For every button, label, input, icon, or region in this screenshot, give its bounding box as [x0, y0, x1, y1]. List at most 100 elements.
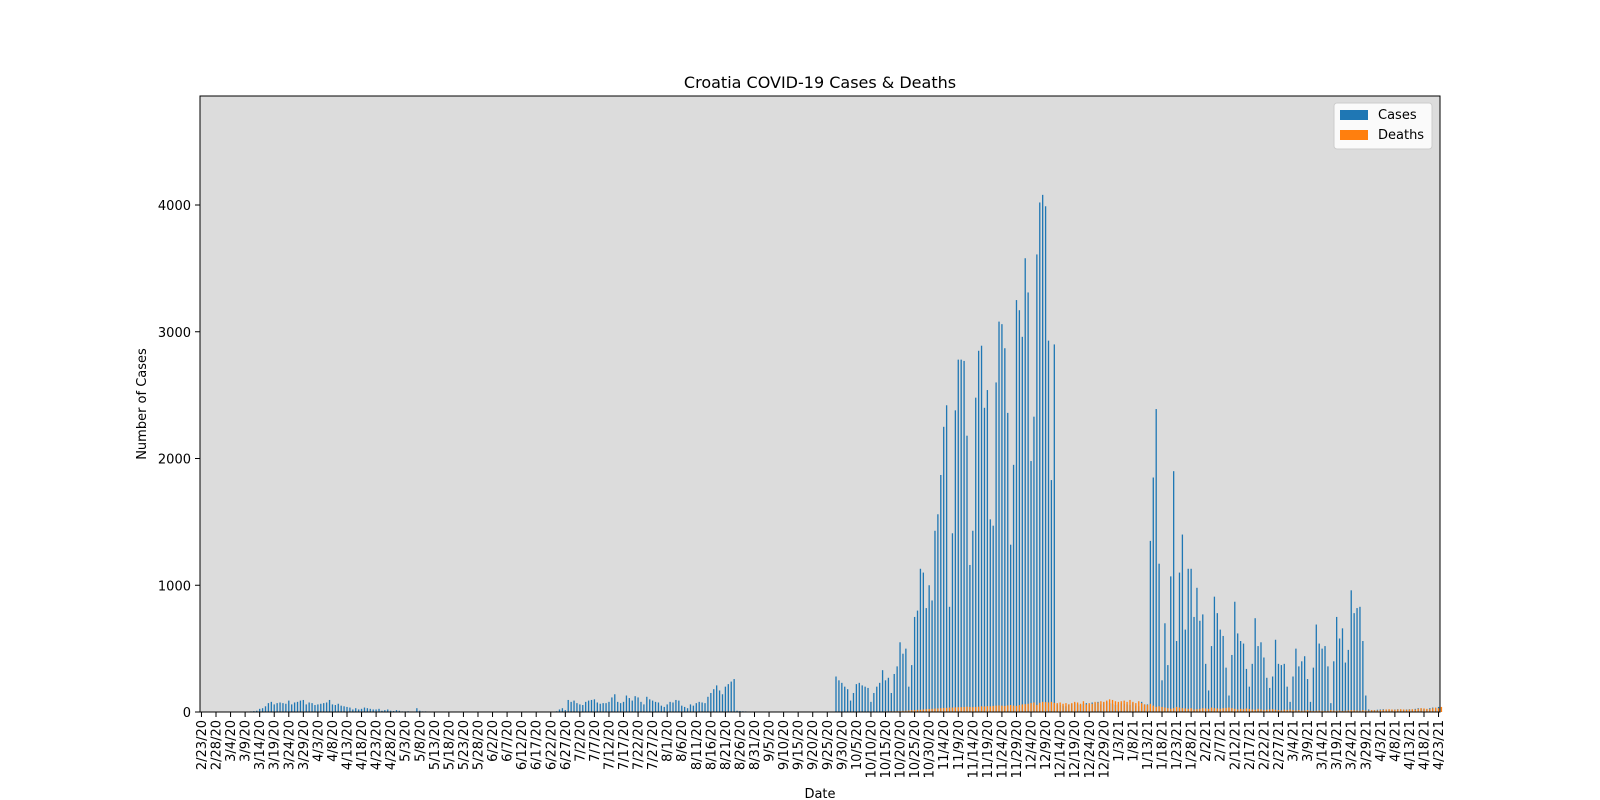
deaths-bar-253 — [937, 708, 939, 712]
cases-bar-44 — [328, 699, 331, 712]
cases-bar-150 — [637, 697, 639, 712]
deaths-bar-421 — [1426, 708, 1428, 712]
deaths-bar-376 — [1295, 710, 1297, 712]
cases-bar-224 — [852, 692, 855, 712]
cases-bar-332 — [1167, 665, 1169, 712]
cases-bar-48 — [340, 705, 342, 712]
cases-bar-68 — [398, 710, 401, 712]
deaths-bar-271 — [989, 706, 991, 712]
x-tick-label: 4/8/20 — [326, 720, 341, 762]
deaths-bar-337 — [1181, 708, 1184, 712]
legend-label-deaths: Deaths — [1378, 128, 1424, 143]
x-tick-label: 3/24/20 — [282, 720, 297, 770]
legend: Cases Deaths — [1333, 102, 1433, 150]
x-tick-label: 6/27/20 — [559, 720, 574, 770]
cases-bar-262 — [963, 360, 965, 712]
deaths-bar-309 — [1100, 701, 1102, 712]
cases-bar-240 — [899, 642, 901, 712]
cases-bar-149 — [634, 696, 636, 712]
cases-bar-164 — [678, 700, 680, 712]
x-tick-label: 8/21/20 — [719, 720, 734, 770]
x-tick-label: 11/9/20 — [952, 720, 967, 770]
deaths-bar-248 — [922, 709, 924, 712]
cases-bar-283 — [1024, 258, 1026, 712]
deaths-bar-314 — [1114, 701, 1117, 712]
x-tick-label: 12/24/20 — [1083, 720, 1098, 778]
cases-bar-341 — [1193, 616, 1195, 712]
cases-bar-32 — [293, 702, 296, 712]
cases-bar-160 — [666, 704, 668, 712]
x-tick-label: 3/9/21 — [1301, 720, 1316, 762]
cases-bar-146 — [625, 695, 628, 712]
cases-bar-163 — [675, 699, 677, 712]
cases-bar-75 — [419, 710, 421, 712]
cases-bar-165 — [681, 705, 683, 712]
cases-bar-251 — [931, 600, 933, 712]
cases-bar-52 — [352, 709, 354, 712]
deaths-bar-276 — [1004, 705, 1006, 712]
cases-bar-169 — [692, 705, 695, 712]
cases-bar-348 — [1213, 596, 1216, 712]
x-tick-label: 5/8/20 — [413, 720, 428, 762]
deaths-bar-280 — [1015, 705, 1018, 712]
deaths-bar-401 — [1368, 710, 1370, 712]
cases-bar-50 — [346, 706, 348, 712]
cases-bar-28 — [282, 703, 284, 712]
deaths-bar-263 — [966, 706, 968, 712]
legend-swatch-cases — [1340, 110, 1368, 120]
cases-bar-349 — [1216, 613, 1218, 712]
deaths-bar-254 — [940, 708, 942, 712]
cases-bar-144 — [619, 703, 622, 712]
cases-bar-386 — [1324, 646, 1326, 712]
deaths-bar-274 — [998, 705, 1000, 712]
cases-bar-56 — [363, 707, 366, 712]
cases-bar-43 — [325, 702, 328, 712]
deaths-bar-297 — [1065, 703, 1067, 712]
deaths-bar-289 — [1042, 701, 1044, 712]
cases-bar-178 — [718, 690, 721, 712]
deaths-bar-381 — [1309, 710, 1312, 712]
deaths-bar-407 — [1385, 709, 1387, 712]
deaths-bar-413 — [1402, 709, 1405, 712]
cases-bar-49 — [343, 706, 345, 712]
cases-bar-287 — [1036, 254, 1038, 712]
cases-bar-218 — [835, 676, 837, 712]
x-tick-label: 1/8/21 — [1126, 720, 1141, 762]
cases-bar-39 — [314, 705, 316, 712]
deaths-bar-366 — [1266, 709, 1268, 712]
deaths-bar-385 — [1321, 710, 1323, 712]
deaths-bar-375 — [1292, 710, 1294, 712]
cases-bar-185 — [739, 710, 741, 712]
x-tick-label: 9/25/20 — [821, 720, 836, 770]
deaths-bar-423 — [1432, 708, 1434, 712]
x-tick-label: 11/29/20 — [1010, 720, 1025, 778]
deaths-bar-308 — [1097, 702, 1099, 712]
deaths-bar-303 — [1082, 701, 1085, 712]
deaths-bar-304 — [1085, 704, 1087, 712]
deaths-bar-269 — [983, 706, 986, 712]
cases-bar-61 — [378, 708, 380, 712]
cases-bar-51 — [349, 707, 351, 712]
cases-bar-367 — [1269, 687, 1271, 712]
cases-bar-371 — [1280, 665, 1283, 712]
cases-bar-129 — [576, 703, 578, 712]
deaths-bar-370 — [1277, 710, 1280, 712]
cases-bar-53 — [355, 708, 357, 712]
cases-bar-179 — [721, 694, 724, 712]
cases-bar-230 — [870, 701, 872, 712]
cases-bar-259 — [954, 410, 957, 712]
cases-bar-383 — [1315, 624, 1317, 712]
x-tick-label: 12/4/20 — [1025, 720, 1040, 770]
deaths-bar-241 — [902, 710, 904, 712]
cases-bar-292 — [1050, 480, 1053, 712]
cases-bar-278 — [1010, 544, 1012, 712]
deaths-bar-292 — [1050, 701, 1053, 712]
cases-bar-279 — [1012, 464, 1015, 712]
cases-bar-134 — [590, 699, 593, 712]
x-tick-label: 2/12/21 — [1228, 720, 1243, 770]
x-tick-label: 4/23/20 — [370, 720, 385, 770]
cases-bar-384 — [1318, 643, 1320, 712]
deaths-bar-293 — [1053, 702, 1055, 712]
cases-bar-280 — [1015, 300, 1018, 712]
deaths-bar-261 — [960, 707, 962, 712]
